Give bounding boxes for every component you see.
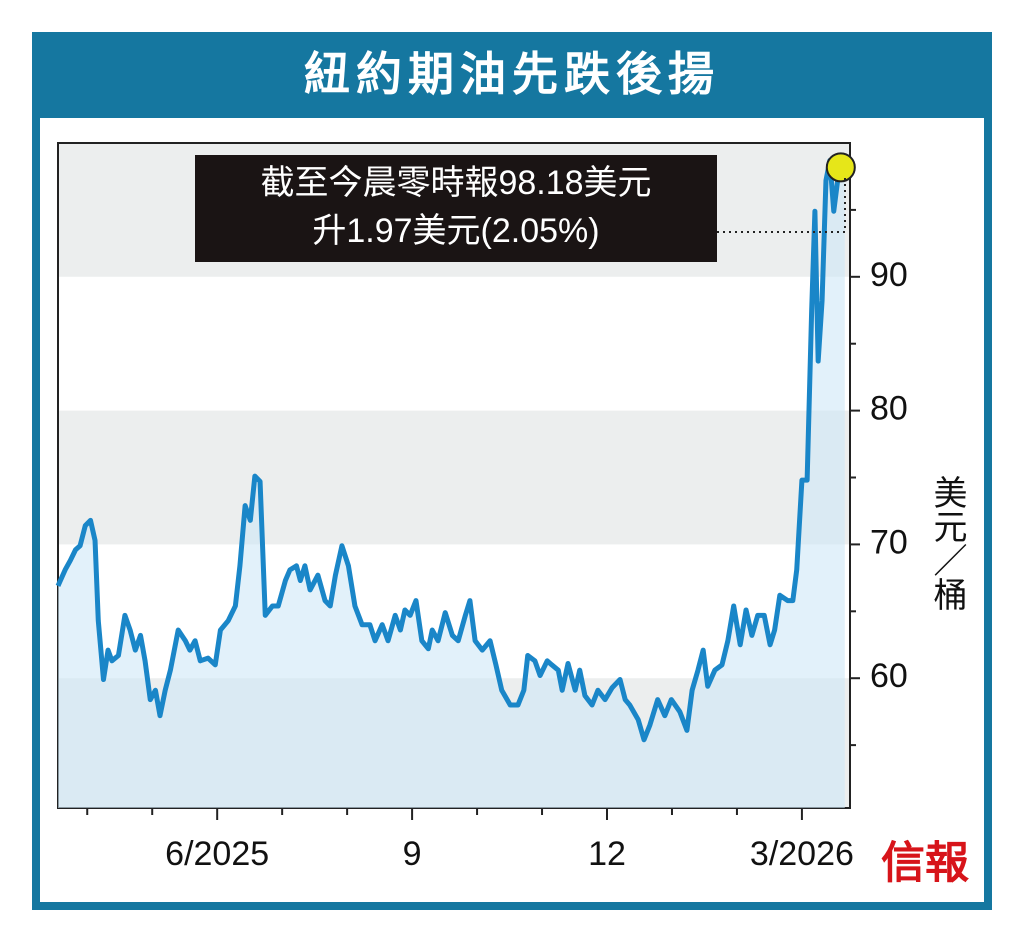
- y-tick-label: 80: [870, 390, 908, 428]
- y-tick-label: 70: [870, 523, 908, 561]
- annotation-text: 升1.97美元(2.05%): [312, 212, 599, 250]
- line: [55, 157, 848, 743]
- band: [58, 410, 850, 545]
- y-tick-label: 90: [870, 256, 908, 294]
- area: [58, 160, 845, 809]
- chart-title: 紐約期油先跌後揚: [304, 48, 720, 100]
- end-marker: [825, 152, 856, 183]
- x-tick-label: 12: [588, 835, 626, 873]
- y-tick-label: 60: [870, 657, 908, 695]
- annotation-text: 截至今晨零時報98.18美元: [260, 164, 651, 202]
- x-tick-label: 3/2026: [750, 835, 854, 873]
- annotation-box: [195, 155, 717, 262]
- y-axis-label: 美元／桶: [928, 475, 967, 611]
- x-tick-label: 9: [403, 835, 422, 873]
- brand: 信報: [881, 838, 969, 889]
- title-bar: [36, 36, 988, 118]
- x-tick-label: 6/2025: [165, 835, 269, 873]
